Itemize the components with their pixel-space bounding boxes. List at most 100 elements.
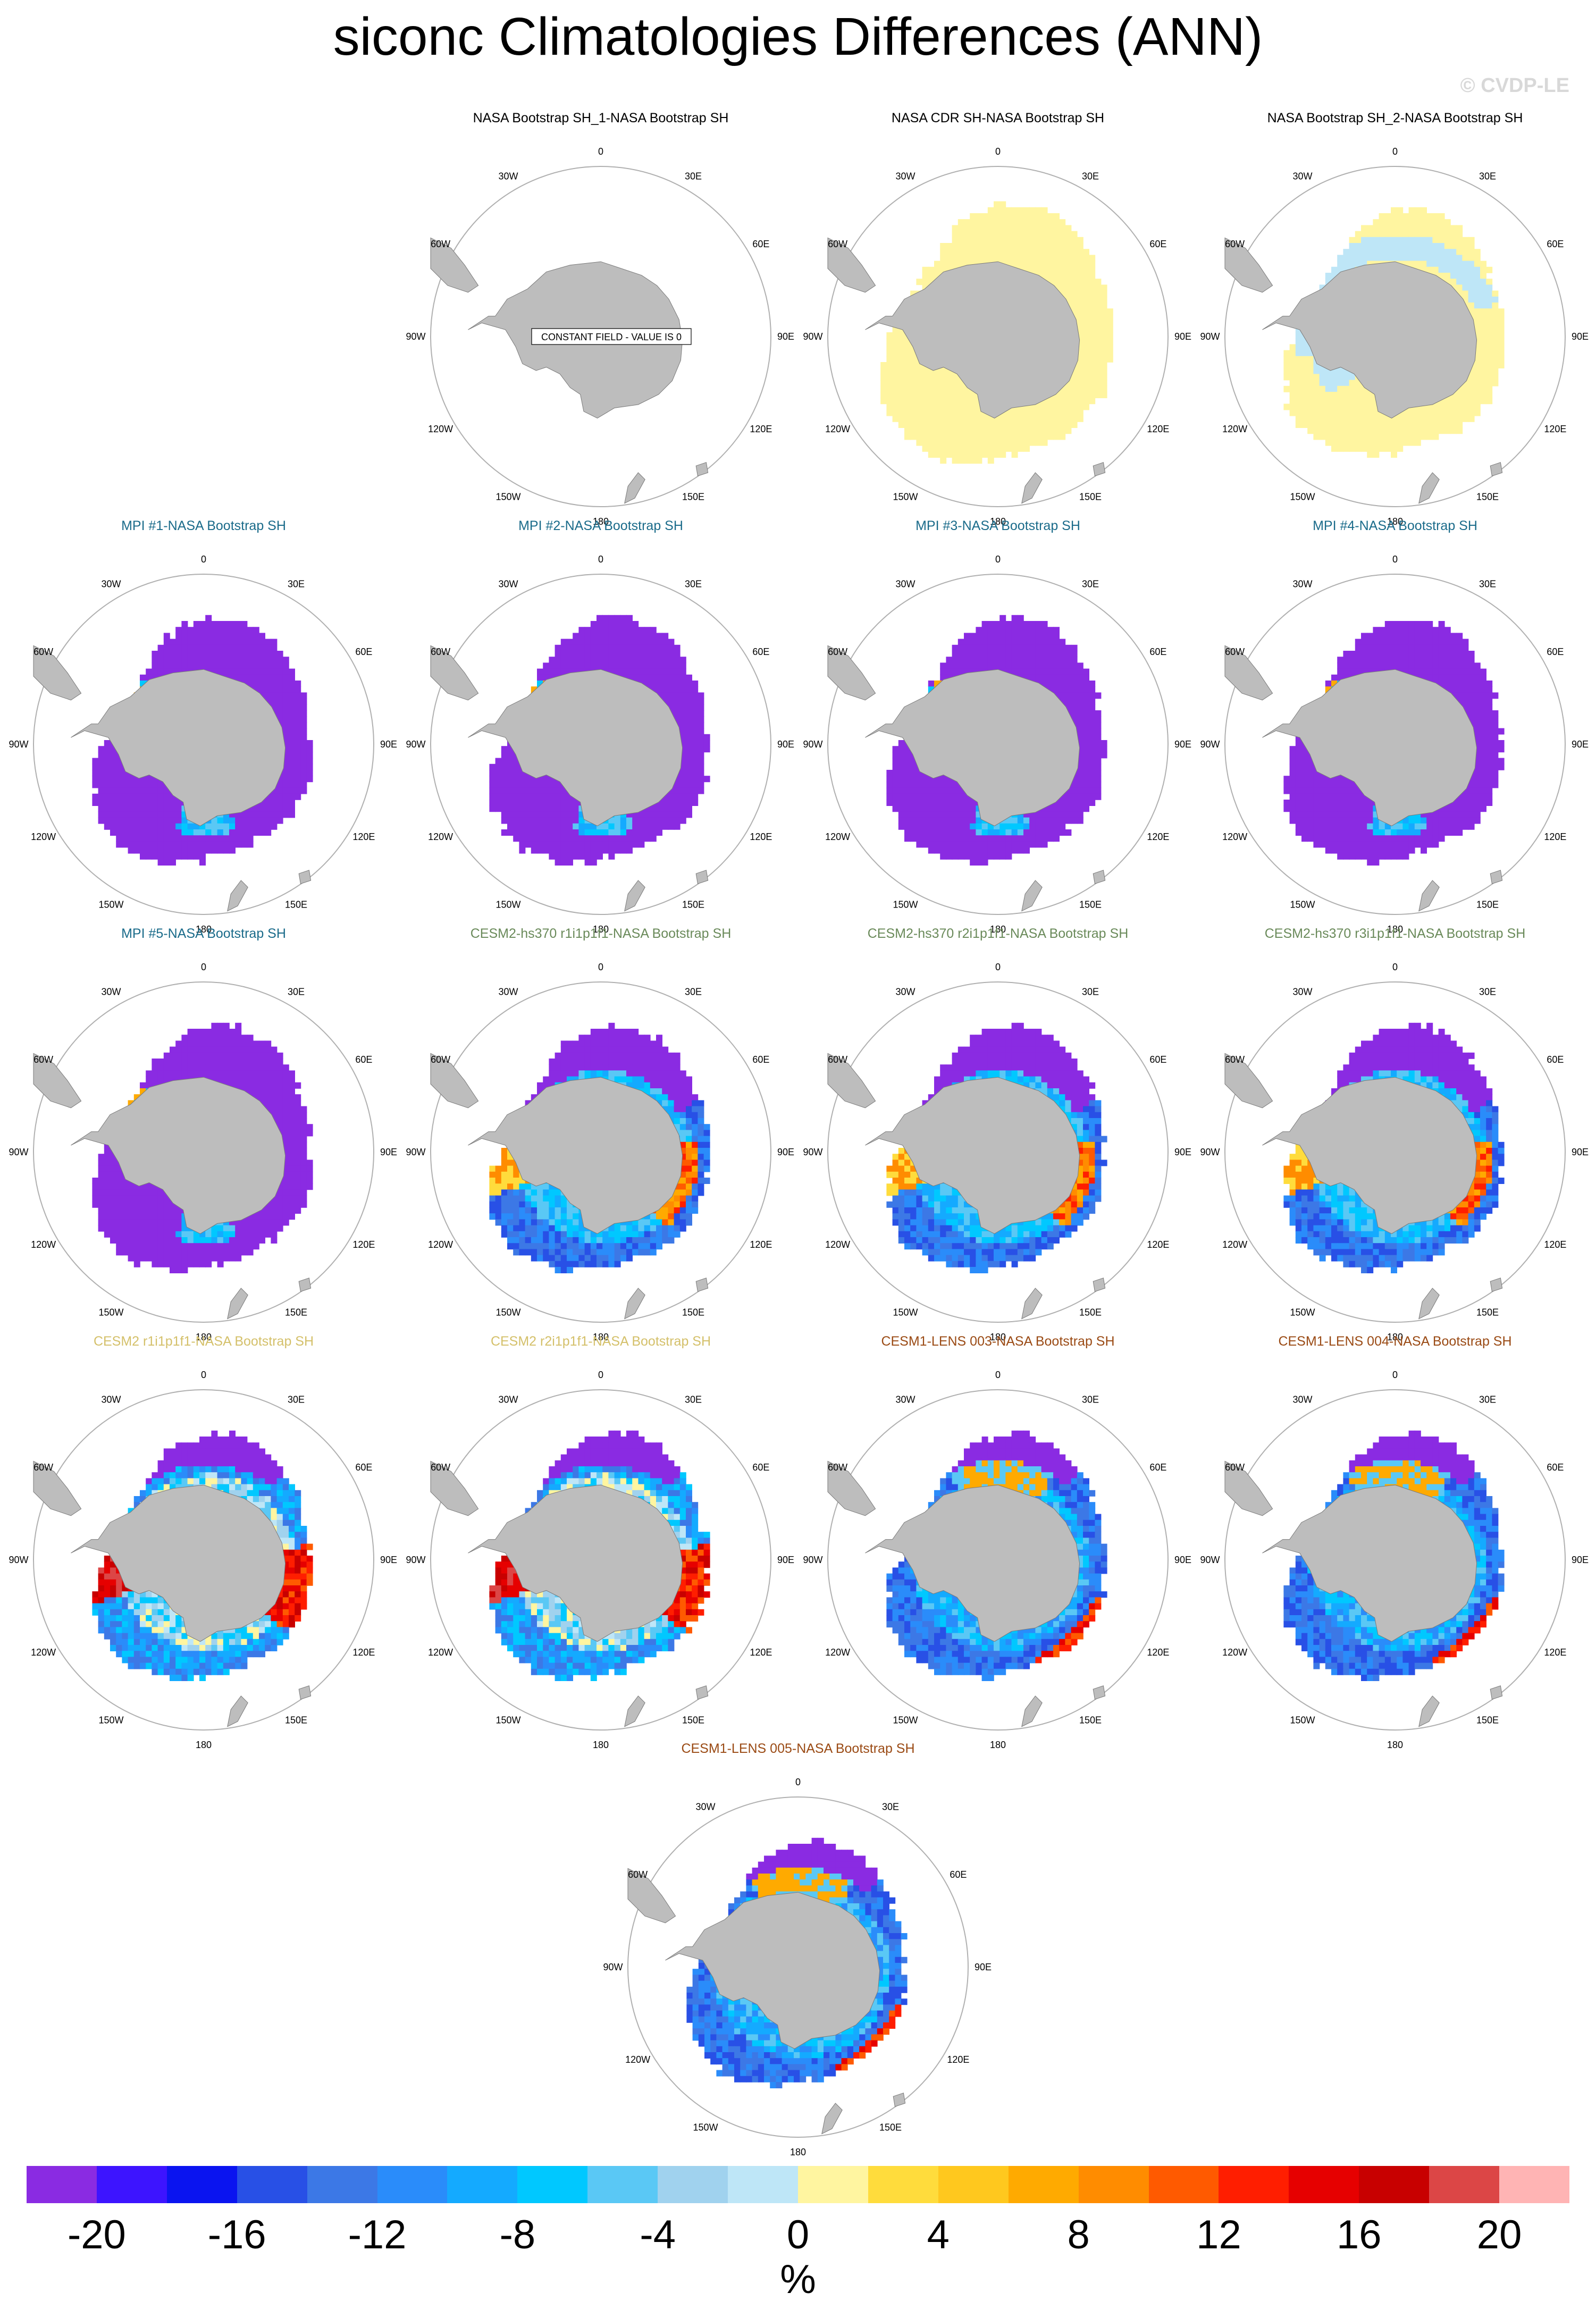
colorbar-swatch [1499, 2166, 1570, 2203]
longitude-label: 90W [1200, 1555, 1220, 1565]
longitude-label: 120E [352, 1647, 375, 1658]
colorbar-swatch [1429, 2166, 1500, 2203]
longitude-label: 30E [1082, 579, 1099, 590]
longitude-label: 60E [752, 1054, 769, 1065]
longitude-label: 120W [625, 2054, 650, 2065]
longitude-label: 150E [1079, 491, 1102, 502]
longitude-label: 60W [1225, 646, 1245, 657]
colorbar-units: % [780, 2257, 816, 2302]
longitude-label: 30E [685, 1395, 702, 1405]
longitude-label: 30W [1292, 579, 1312, 590]
longitude-label: 30E [685, 579, 702, 590]
longitude-label: 60E [1149, 1054, 1166, 1065]
longitude-label: 180 [196, 924, 212, 935]
longitude-label: 150W [1290, 491, 1315, 502]
longitude-label: 150E [1079, 899, 1102, 910]
tasmania-landmass [298, 870, 312, 885]
longitude-label: 30W [498, 1395, 518, 1405]
longitude-label: 30E [882, 1802, 899, 1812]
longitude-label: 120E [750, 832, 772, 842]
longitude-label: 60E [355, 1054, 372, 1065]
south-america-landmass [430, 645, 479, 701]
longitude-label: 150E [682, 1307, 704, 1317]
longitude-label: 120W [1222, 832, 1247, 842]
antarctica-landmass [1262, 1077, 1477, 1234]
south-america-landmass [1224, 237, 1273, 293]
antarctica-landmass [71, 1077, 286, 1234]
south-america-landmass [827, 1460, 876, 1516]
colorbar-swatch [377, 2166, 448, 2203]
longitude-label: 60E [752, 239, 769, 249]
longitude-label: 60W [1225, 1054, 1245, 1065]
new-zealand-landmass [227, 880, 248, 912]
panel-title: CESM2-hs370 r2i1p1f1-NASA Bootstrap SH [867, 926, 1129, 941]
longitude-label: 120E [750, 424, 772, 434]
longitude-label: 90E [975, 1962, 992, 1972]
colorbar-tick-label: 0 [786, 2212, 810, 2257]
longitude-label: 60E [355, 1462, 372, 1473]
longitude-label: 120W [31, 832, 56, 842]
longitude-label: 30E [1479, 579, 1496, 590]
longitude-label: 180 [1387, 1740, 1403, 1750]
longitude-label: 120E [1147, 832, 1169, 842]
colorbar-swatch [798, 2166, 869, 2203]
constant-field-box [531, 328, 692, 345]
antarctica-landmass [468, 1484, 683, 1642]
panel-title: MPI #1-NASA Bootstrap SH [121, 518, 286, 533]
map-panel: 0 30E 60E 90E 120E 150E 180 150W 120W 90W 60W 30W [406, 554, 794, 935]
figure-title: siconc Climatologies Differences (ANN) [333, 7, 1263, 66]
longitude-label: 180 [593, 516, 609, 527]
map-panel: 0 30E 60E 90E 120E 150E 180 150W 120W 90W 60W 30W [9, 962, 397, 1342]
longitude-label: 150W [495, 1307, 520, 1317]
tasmania-landmass [1093, 1278, 1106, 1292]
longitude-label: 60E [1547, 239, 1564, 249]
colorbar-tick-label: 16 [1336, 2212, 1382, 2257]
longitude-label: 0 [598, 146, 603, 157]
colorbar-tick-label: 8 [1067, 2212, 1090, 2257]
colorbar-swatch [517, 2166, 588, 2203]
longitude-label: 150W [495, 1715, 520, 1725]
longitude-label: 30E [1082, 171, 1099, 182]
longitude-label: 60E [1149, 1462, 1166, 1473]
longitude-label: 120E [1147, 1647, 1169, 1658]
new-zealand-landmass [1021, 472, 1043, 504]
colorbar-swatch [728, 2166, 799, 2203]
new-zealand-landmass [1418, 1695, 1440, 1727]
longitude-label: 180 [1387, 1332, 1403, 1342]
longitude-label: 90W [803, 739, 822, 750]
panel-title: NASA Bootstrap SH_2-NASA Bootstrap SH [1267, 111, 1523, 125]
longitude-label: 30W [895, 987, 915, 997]
new-zealand-landmass [1021, 1695, 1043, 1727]
tasmania-landmass [893, 2093, 906, 2107]
map-panel: 0 30E 60E 90E 120E 150E 180 150W 120W 90W 60W 30W [9, 554, 397, 935]
longitude-label: 90W [406, 331, 425, 342]
longitude-label: 120W [31, 1239, 56, 1250]
map-panel: 0 30E 60E 90E 120E 150E 180 150W 120W 90W 60W 30W [803, 554, 1191, 935]
south-america-landmass [430, 1460, 479, 1516]
longitude-label: 150E [1476, 1715, 1499, 1725]
tasmania-landmass [1093, 462, 1106, 477]
longitude-label: 150E [1476, 491, 1499, 502]
longitude-label: 150E [682, 1715, 704, 1725]
longitude-label: 60W [33, 1054, 53, 1065]
map-panel: 0 30E 60E 90E 120E 150E 180 150W 120W 90W 60W 30W [1200, 554, 1589, 935]
longitude-label: 0 [598, 554, 603, 565]
panel-title: CESM2 r1i1p1f1-NASA Bootstrap SH [93, 1334, 314, 1349]
longitude-label: 90E [1572, 331, 1589, 342]
longitude-label: 90E [777, 1555, 794, 1565]
longitude-label: 180 [790, 2147, 806, 2157]
longitude-label: 90W [9, 1555, 28, 1565]
longitude-label: 60E [752, 1462, 769, 1473]
south-america-landmass [33, 1460, 82, 1516]
colorbar-swatch [587, 2166, 658, 2203]
longitude-label: 60W [431, 239, 450, 249]
new-zealand-landmass [624, 472, 645, 504]
panel-title: MPI #3-NASA Bootstrap SH [915, 518, 1080, 533]
south-america-landmass [1224, 1460, 1273, 1516]
longitude-label: 150E [285, 1715, 307, 1725]
longitude-label: 30W [695, 1802, 715, 1812]
longitude-label: 30E [288, 1395, 305, 1405]
longitude-label: 120W [825, 1647, 850, 1658]
longitude-label: 60W [1225, 1462, 1245, 1473]
new-zealand-landmass [1021, 1288, 1043, 1320]
